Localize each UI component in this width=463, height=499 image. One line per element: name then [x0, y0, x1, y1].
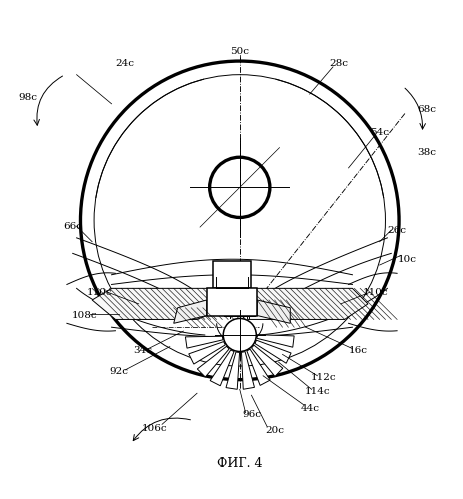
Polygon shape — [257, 300, 290, 323]
Polygon shape — [185, 336, 223, 348]
Text: 110c: 110c — [362, 288, 388, 297]
Text: 34c: 34c — [133, 346, 152, 355]
Text: 54c: 54c — [369, 128, 388, 137]
Polygon shape — [173, 300, 206, 323]
Text: 44c: 44c — [300, 404, 319, 413]
Polygon shape — [257, 335, 294, 347]
Polygon shape — [255, 340, 290, 363]
Bar — [212, 261, 251, 288]
Polygon shape — [251, 345, 282, 376]
Text: 110c: 110c — [87, 288, 113, 297]
Polygon shape — [197, 346, 229, 377]
Text: 38c: 38c — [416, 148, 435, 157]
Text: 50c: 50c — [230, 47, 249, 56]
Text: 20c: 20c — [265, 426, 284, 435]
Text: 96c: 96c — [241, 410, 260, 419]
Text: 66c: 66c — [63, 222, 82, 231]
Text: 10c: 10c — [396, 254, 415, 263]
Polygon shape — [246, 349, 269, 385]
Polygon shape — [210, 350, 233, 386]
Text: 26c: 26c — [387, 226, 406, 235]
Polygon shape — [247, 288, 367, 319]
Polygon shape — [225, 352, 239, 389]
Text: 112c: 112c — [310, 373, 335, 382]
Text: 92c: 92c — [110, 367, 129, 376]
Polygon shape — [92, 288, 216, 319]
Text: 108c: 108c — [71, 311, 97, 320]
Polygon shape — [241, 352, 254, 389]
Text: 114c: 114c — [304, 387, 330, 396]
Text: 16c: 16c — [348, 346, 367, 355]
Circle shape — [223, 318, 256, 351]
Polygon shape — [188, 342, 225, 364]
Text: 98c: 98c — [19, 93, 38, 102]
Text: ФИГ. 4: ФИГ. 4 — [217, 457, 262, 470]
Text: 24c: 24c — [115, 58, 134, 67]
Text: 68c: 68c — [416, 105, 435, 114]
Bar — [206, 288, 257, 315]
Text: 106c: 106c — [141, 424, 167, 433]
Text: 28c: 28c — [329, 58, 348, 67]
